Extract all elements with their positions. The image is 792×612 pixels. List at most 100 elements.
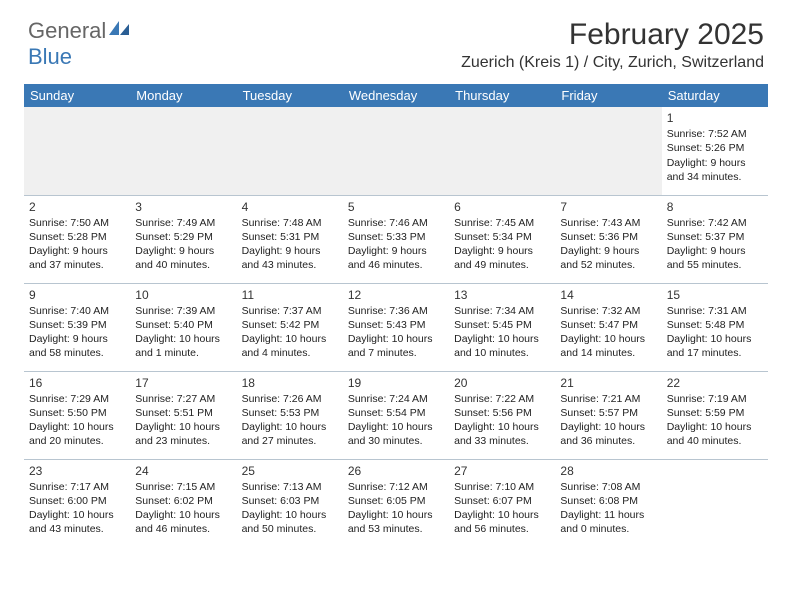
calendar-cell: 21Sunrise: 7:21 AMSunset: 5:57 PMDayligh… (555, 371, 661, 459)
day-number: 6 (454, 199, 550, 215)
calendar-cell: 11Sunrise: 7:37 AMSunset: 5:42 PMDayligh… (237, 283, 343, 371)
day-number: 4 (242, 199, 338, 215)
sunset-line: Sunset: 5:36 PM (560, 230, 656, 244)
calendar-cell: 13Sunrise: 7:34 AMSunset: 5:45 PMDayligh… (449, 283, 555, 371)
daylight-line: Daylight: 10 hours and 27 minutes. (242, 420, 338, 448)
sunrise-line: Sunrise: 7:08 AM (560, 480, 656, 494)
sunrise-line: Sunrise: 7:31 AM (667, 304, 763, 318)
day-number: 8 (667, 199, 763, 215)
calendar-week: 1Sunrise: 7:52 AMSunset: 5:26 PMDaylight… (24, 107, 768, 195)
sunset-line: Sunset: 5:45 PM (454, 318, 550, 332)
sunset-line: Sunset: 6:05 PM (348, 494, 444, 508)
sunrise-line: Sunrise: 7:48 AM (242, 216, 338, 230)
day-header: Monday (130, 84, 236, 107)
daylight-line: Daylight: 10 hours and 14 minutes. (560, 332, 656, 360)
calendar-table: SundayMondayTuesdayWednesdayThursdayFrid… (24, 84, 768, 547)
calendar-body: 1Sunrise: 7:52 AMSunset: 5:26 PMDaylight… (24, 107, 768, 547)
calendar-cell: 25Sunrise: 7:13 AMSunset: 6:03 PMDayligh… (237, 459, 343, 547)
calendar-cell: 23Sunrise: 7:17 AMSunset: 6:00 PMDayligh… (24, 459, 130, 547)
daylight-line: Daylight: 10 hours and 56 minutes. (454, 508, 550, 536)
sunset-line: Sunset: 5:28 PM (29, 230, 125, 244)
logo-text-gray: General (28, 18, 106, 43)
calendar-cell: 3Sunrise: 7:49 AMSunset: 5:29 PMDaylight… (130, 195, 236, 283)
daylight-line: Daylight: 9 hours and 52 minutes. (560, 244, 656, 272)
daylight-line: Daylight: 9 hours and 37 minutes. (29, 244, 125, 272)
calendar-cell: 5Sunrise: 7:46 AMSunset: 5:33 PMDaylight… (343, 195, 449, 283)
sunset-line: Sunset: 6:08 PM (560, 494, 656, 508)
sunset-line: Sunset: 5:59 PM (667, 406, 763, 420)
day-number: 14 (560, 287, 656, 303)
calendar-cell: 8Sunrise: 7:42 AMSunset: 5:37 PMDaylight… (662, 195, 768, 283)
calendar-week: 16Sunrise: 7:29 AMSunset: 5:50 PMDayligh… (24, 371, 768, 459)
day-number: 26 (348, 463, 444, 479)
daylight-line: Daylight: 10 hours and 17 minutes. (667, 332, 763, 360)
daylight-line: Daylight: 10 hours and 46 minutes. (135, 508, 231, 536)
day-number: 15 (667, 287, 763, 303)
sunrise-line: Sunrise: 7:40 AM (29, 304, 125, 318)
daylight-line: Daylight: 10 hours and 36 minutes. (560, 420, 656, 448)
sunset-line: Sunset: 5:56 PM (454, 406, 550, 420)
daylight-line: Daylight: 11 hours and 0 minutes. (560, 508, 656, 536)
sunset-line: Sunset: 5:54 PM (348, 406, 444, 420)
sunrise-line: Sunrise: 7:26 AM (242, 392, 338, 406)
sunrise-line: Sunrise: 7:36 AM (348, 304, 444, 318)
sunset-line: Sunset: 5:42 PM (242, 318, 338, 332)
calendar-cell: 19Sunrise: 7:24 AMSunset: 5:54 PMDayligh… (343, 371, 449, 459)
calendar-cell: 26Sunrise: 7:12 AMSunset: 6:05 PMDayligh… (343, 459, 449, 547)
month-title: February 2025 (461, 18, 764, 52)
daylight-line: Daylight: 10 hours and 43 minutes. (29, 508, 125, 536)
logo-text-blue: Blue (28, 44, 72, 69)
day-number: 10 (135, 287, 231, 303)
sunset-line: Sunset: 5:57 PM (560, 406, 656, 420)
day-number: 16 (29, 375, 125, 391)
sunrise-line: Sunrise: 7:34 AM (454, 304, 550, 318)
sunset-line: Sunset: 5:47 PM (560, 318, 656, 332)
daylight-line: Daylight: 10 hours and 50 minutes. (242, 508, 338, 536)
sunrise-line: Sunrise: 7:39 AM (135, 304, 231, 318)
daylight-line: Daylight: 10 hours and 4 minutes. (242, 332, 338, 360)
logo: General Blue (28, 18, 130, 70)
calendar-cell: 28Sunrise: 7:08 AMSunset: 6:08 PMDayligh… (555, 459, 661, 547)
day-number: 9 (29, 287, 125, 303)
sunset-line: Sunset: 5:40 PM (135, 318, 231, 332)
calendar-cell: 7Sunrise: 7:43 AMSunset: 5:36 PMDaylight… (555, 195, 661, 283)
calendar-cell: 16Sunrise: 7:29 AMSunset: 5:50 PMDayligh… (24, 371, 130, 459)
sunset-line: Sunset: 6:00 PM (29, 494, 125, 508)
sunrise-line: Sunrise: 7:43 AM (560, 216, 656, 230)
sunrise-line: Sunrise: 7:49 AM (135, 216, 231, 230)
calendar-cell: 20Sunrise: 7:22 AMSunset: 5:56 PMDayligh… (449, 371, 555, 459)
sunset-line: Sunset: 5:34 PM (454, 230, 550, 244)
sunrise-line: Sunrise: 7:21 AM (560, 392, 656, 406)
calendar-cell: 12Sunrise: 7:36 AMSunset: 5:43 PMDayligh… (343, 283, 449, 371)
sunset-line: Sunset: 6:03 PM (242, 494, 338, 508)
sunrise-line: Sunrise: 7:52 AM (667, 127, 763, 141)
day-header-row: SundayMondayTuesdayWednesdayThursdayFrid… (24, 84, 768, 107)
day-number: 25 (242, 463, 338, 479)
sunrise-line: Sunrise: 7:13 AM (242, 480, 338, 494)
day-header: Saturday (662, 84, 768, 107)
calendar-cell (24, 107, 130, 195)
daylight-line: Daylight: 9 hours and 58 minutes. (29, 332, 125, 360)
calendar-cell: 1Sunrise: 7:52 AMSunset: 5:26 PMDaylight… (662, 107, 768, 195)
sunrise-line: Sunrise: 7:12 AM (348, 480, 444, 494)
sunset-line: Sunset: 6:02 PM (135, 494, 231, 508)
sunrise-line: Sunrise: 7:45 AM (454, 216, 550, 230)
daylight-line: Daylight: 10 hours and 7 minutes. (348, 332, 444, 360)
calendar-cell (555, 107, 661, 195)
sunrise-line: Sunrise: 7:27 AM (135, 392, 231, 406)
daylight-line: Daylight: 10 hours and 23 minutes. (135, 420, 231, 448)
sunset-line: Sunset: 5:33 PM (348, 230, 444, 244)
day-number: 19 (348, 375, 444, 391)
sunset-line: Sunset: 5:43 PM (348, 318, 444, 332)
day-header: Wednesday (343, 84, 449, 107)
daylight-line: Daylight: 9 hours and 46 minutes. (348, 244, 444, 272)
day-number: 27 (454, 463, 550, 479)
sunset-line: Sunset: 5:50 PM (29, 406, 125, 420)
sunrise-line: Sunrise: 7:17 AM (29, 480, 125, 494)
day-number: 1 (667, 110, 763, 126)
daylight-line: Daylight: 10 hours and 53 minutes. (348, 508, 444, 536)
sunset-line: Sunset: 5:29 PM (135, 230, 231, 244)
day-number: 28 (560, 463, 656, 479)
calendar-cell: 9Sunrise: 7:40 AMSunset: 5:39 PMDaylight… (24, 283, 130, 371)
daylight-line: Daylight: 10 hours and 30 minutes. (348, 420, 444, 448)
